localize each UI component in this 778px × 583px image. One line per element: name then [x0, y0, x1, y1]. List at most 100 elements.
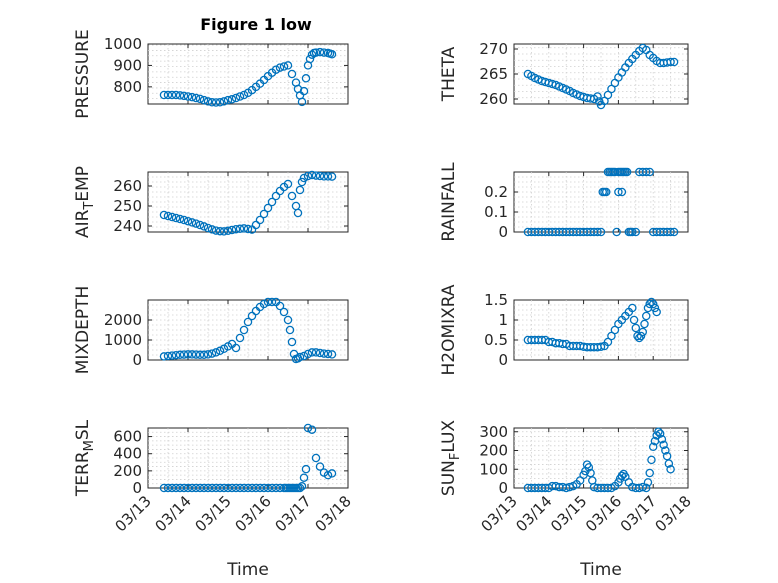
data-point	[287, 191, 297, 201]
data-point	[163, 211, 173, 221]
data-point	[303, 171, 313, 181]
y-tick-label: 0	[498, 223, 508, 241]
y-label-base: SUN	[439, 460, 459, 496]
data-point	[231, 224, 241, 234]
data-point	[231, 343, 241, 353]
subplot-3: 240 250 260 AIRTEMP	[73, 166, 349, 238]
data-point	[191, 350, 201, 359]
x-axis-label: Time	[226, 560, 269, 580]
subplot-4: 0 0.1 0.2 RAINFALL	[439, 162, 689, 242]
y-tick-label: 0	[132, 479, 142, 497]
data-point	[207, 225, 217, 234]
data-point	[311, 48, 321, 57]
y-tick-label: 2000	[104, 311, 142, 329]
data-point	[279, 62, 289, 71]
data-point	[207, 483, 217, 493]
data-point	[235, 483, 245, 493]
data-point	[255, 215, 265, 225]
data-point	[645, 167, 654, 177]
data-point	[301, 464, 311, 474]
figure-title: Figure 1 low	[200, 15, 312, 34]
data-point	[211, 98, 221, 107]
y-tick-label: 270	[479, 40, 508, 58]
data-series	[159, 423, 337, 493]
data-point	[187, 218, 197, 227]
y-tick-label: 400	[113, 445, 142, 463]
data-point	[183, 216, 193, 226]
data-series	[523, 427, 675, 493]
data-point	[159, 483, 169, 493]
data-series	[523, 43, 679, 110]
data-point	[159, 352, 169, 361]
data-point	[586, 468, 595, 478]
data-point	[622, 167, 632, 177]
y-label-base: TERR	[73, 451, 93, 497]
data-point	[315, 348, 325, 358]
data-point	[211, 348, 221, 357]
y-tick-label: 0	[132, 351, 142, 369]
data-point	[211, 226, 221, 235]
data-point	[631, 323, 641, 333]
y-tick-label: 260	[479, 90, 508, 108]
data-point	[311, 171, 321, 180]
grid-lines	[148, 172, 348, 232]
data-point	[631, 227, 641, 237]
data-point	[215, 226, 225, 236]
data-point	[275, 63, 285, 72]
data-point	[593, 92, 602, 101]
data-point	[215, 346, 225, 356]
data-point	[645, 299, 654, 309]
data-point	[231, 483, 241, 493]
y-label-base: AIR	[73, 209, 93, 238]
data-point	[267, 197, 277, 207]
data-point	[167, 483, 177, 493]
data-point	[279, 307, 289, 317]
data-point	[307, 348, 317, 357]
data-point	[219, 97, 229, 106]
data-point	[175, 350, 185, 360]
data-point	[283, 179, 293, 189]
data-point	[666, 57, 675, 67]
data-point	[327, 50, 337, 59]
data-point	[297, 482, 307, 491]
data-point	[327, 350, 337, 359]
x-tick-label: 03/15	[192, 492, 235, 535]
data-point	[267, 483, 277, 493]
data-point	[285, 325, 295, 335]
data-point	[614, 187, 623, 197]
data-point	[565, 482, 574, 492]
data-point	[283, 315, 293, 325]
subplot-2: 260 265 270 THETA	[439, 40, 689, 110]
data-point	[643, 478, 653, 487]
y-tick-label: 240	[113, 217, 142, 235]
x-tick-label: 03/13	[112, 492, 155, 535]
data-point	[662, 451, 672, 461]
data-point	[183, 350, 193, 359]
data-point	[299, 351, 309, 361]
data-point	[629, 315, 639, 325]
data-point	[175, 483, 185, 493]
y-label-rest: SL	[73, 419, 93, 440]
data-point	[227, 225, 237, 235]
data-point	[191, 93, 201, 103]
data-point	[171, 213, 181, 223]
data-point	[239, 325, 249, 335]
data-point	[287, 69, 297, 79]
data-point	[295, 185, 305, 195]
y-tick-label: 600	[113, 428, 142, 446]
data-point	[283, 61, 293, 70]
data-point	[601, 187, 611, 197]
data-point	[207, 349, 217, 358]
data-point	[271, 65, 281, 74]
data-point	[319, 48, 329, 57]
data-point	[215, 98, 225, 107]
data-point	[179, 215, 189, 225]
data-point	[617, 187, 627, 197]
y-axis-label: MIXDEPTH	[73, 286, 93, 375]
data-point	[199, 350, 209, 360]
data-point	[247, 483, 257, 493]
grid-lines	[514, 172, 688, 232]
data-point	[171, 483, 181, 493]
